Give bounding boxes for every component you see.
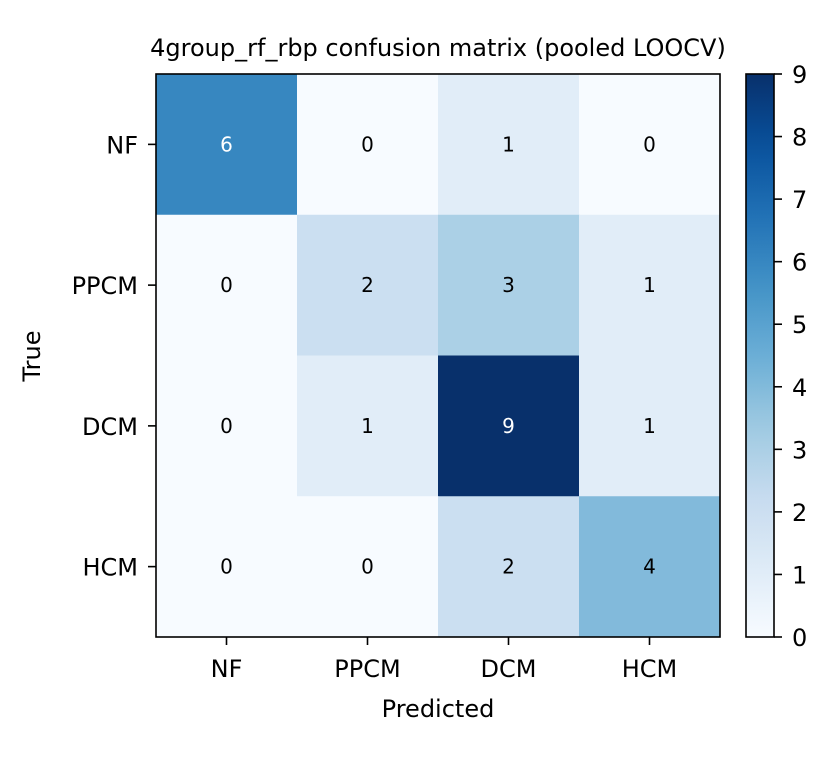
- heatmap-cell: [438, 74, 580, 216]
- x-tick-label: NF: [211, 655, 243, 683]
- colorbar-tick-label: 5: [792, 311, 807, 339]
- colorbar-tick-label: 1: [792, 561, 807, 589]
- cell-value-label: 1: [643, 414, 656, 438]
- chart-title: 4group_rf_rbp confusion matrix (pooled L…: [150, 34, 726, 62]
- colorbar-tick-label: 7: [792, 186, 807, 214]
- x-tick-label: PPCM: [334, 655, 400, 683]
- cell-value-label: 0: [220, 555, 233, 579]
- heatmap-cell: [156, 496, 298, 638]
- y-tick-label: PPCM: [72, 272, 138, 300]
- heatmap-cell: [156, 214, 298, 356]
- y-tick-label: HCM: [82, 554, 138, 582]
- cell-value-label: 2: [502, 555, 515, 579]
- plot-frame: [155, 73, 721, 638]
- heatmap-cell: [579, 355, 721, 497]
- colorbar-tick-label: 9: [792, 61, 807, 89]
- cell-value-label: 2: [361, 273, 374, 297]
- cell-value-label: 0: [643, 132, 656, 156]
- cell-value-label: 0: [220, 273, 233, 297]
- x-axis-ticks: NF PPCM DCM HCM: [211, 637, 678, 683]
- heatmap-cell: [438, 496, 580, 638]
- cell-value-label: 0: [361, 132, 374, 156]
- y-axis-label: True: [18, 331, 46, 383]
- colorbar-tick-label: 3: [792, 436, 807, 464]
- colorbar-frame: [745, 73, 775, 638]
- heatmap-cell: [297, 214, 439, 356]
- heatmap-cell: [156, 74, 298, 216]
- x-tick-label: DCM: [481, 655, 537, 683]
- cell-value-label: 9: [502, 414, 515, 438]
- heatmap-cell: [297, 355, 439, 497]
- colorbar-tick-label: 2: [792, 499, 807, 527]
- heatmap-cell: [579, 214, 721, 356]
- cell-value-label: 6: [220, 132, 233, 156]
- heatmap-cell: [297, 74, 439, 216]
- heatmap-cell: [297, 496, 439, 638]
- y-tick-label: DCM: [82, 413, 138, 441]
- heatmap-cell: [438, 214, 580, 356]
- heatmap-cell: [438, 355, 580, 497]
- cell-value-label: 0: [220, 414, 233, 438]
- heatmap-cell: [579, 74, 721, 216]
- heatmap-cell: [156, 355, 298, 497]
- y-tick-label: NF: [106, 131, 138, 159]
- colorbar-tick-label: 0: [792, 624, 807, 652]
- cell-value-label: 1: [643, 273, 656, 297]
- cell-value-label: 3: [502, 273, 515, 297]
- colorbar: 0 1 2 3 4 5 6 7 8 9: [745, 61, 807, 652]
- cell-value-label: 0: [361, 555, 374, 579]
- heatmap-cell: [579, 496, 721, 638]
- y-axis-ticks: NF PPCM DCM HCM: [72, 131, 156, 582]
- x-axis-label: Predicted: [382, 695, 495, 723]
- colorbar-tick-label: 8: [792, 124, 807, 152]
- cell-value-label: 1: [361, 414, 374, 438]
- heatmap-cells: 6 0 1 0 0 2 3 1 0 1 9 1 0 0 2 4: [156, 74, 721, 638]
- cell-value-label: 4: [643, 555, 656, 579]
- colorbar-tick-label: 6: [792, 249, 807, 277]
- colorbar-gradient: [746, 74, 774, 637]
- x-tick-label: HCM: [622, 655, 678, 683]
- cell-value-label: 1: [502, 132, 515, 156]
- colorbar-tick-label: 4: [792, 374, 807, 402]
